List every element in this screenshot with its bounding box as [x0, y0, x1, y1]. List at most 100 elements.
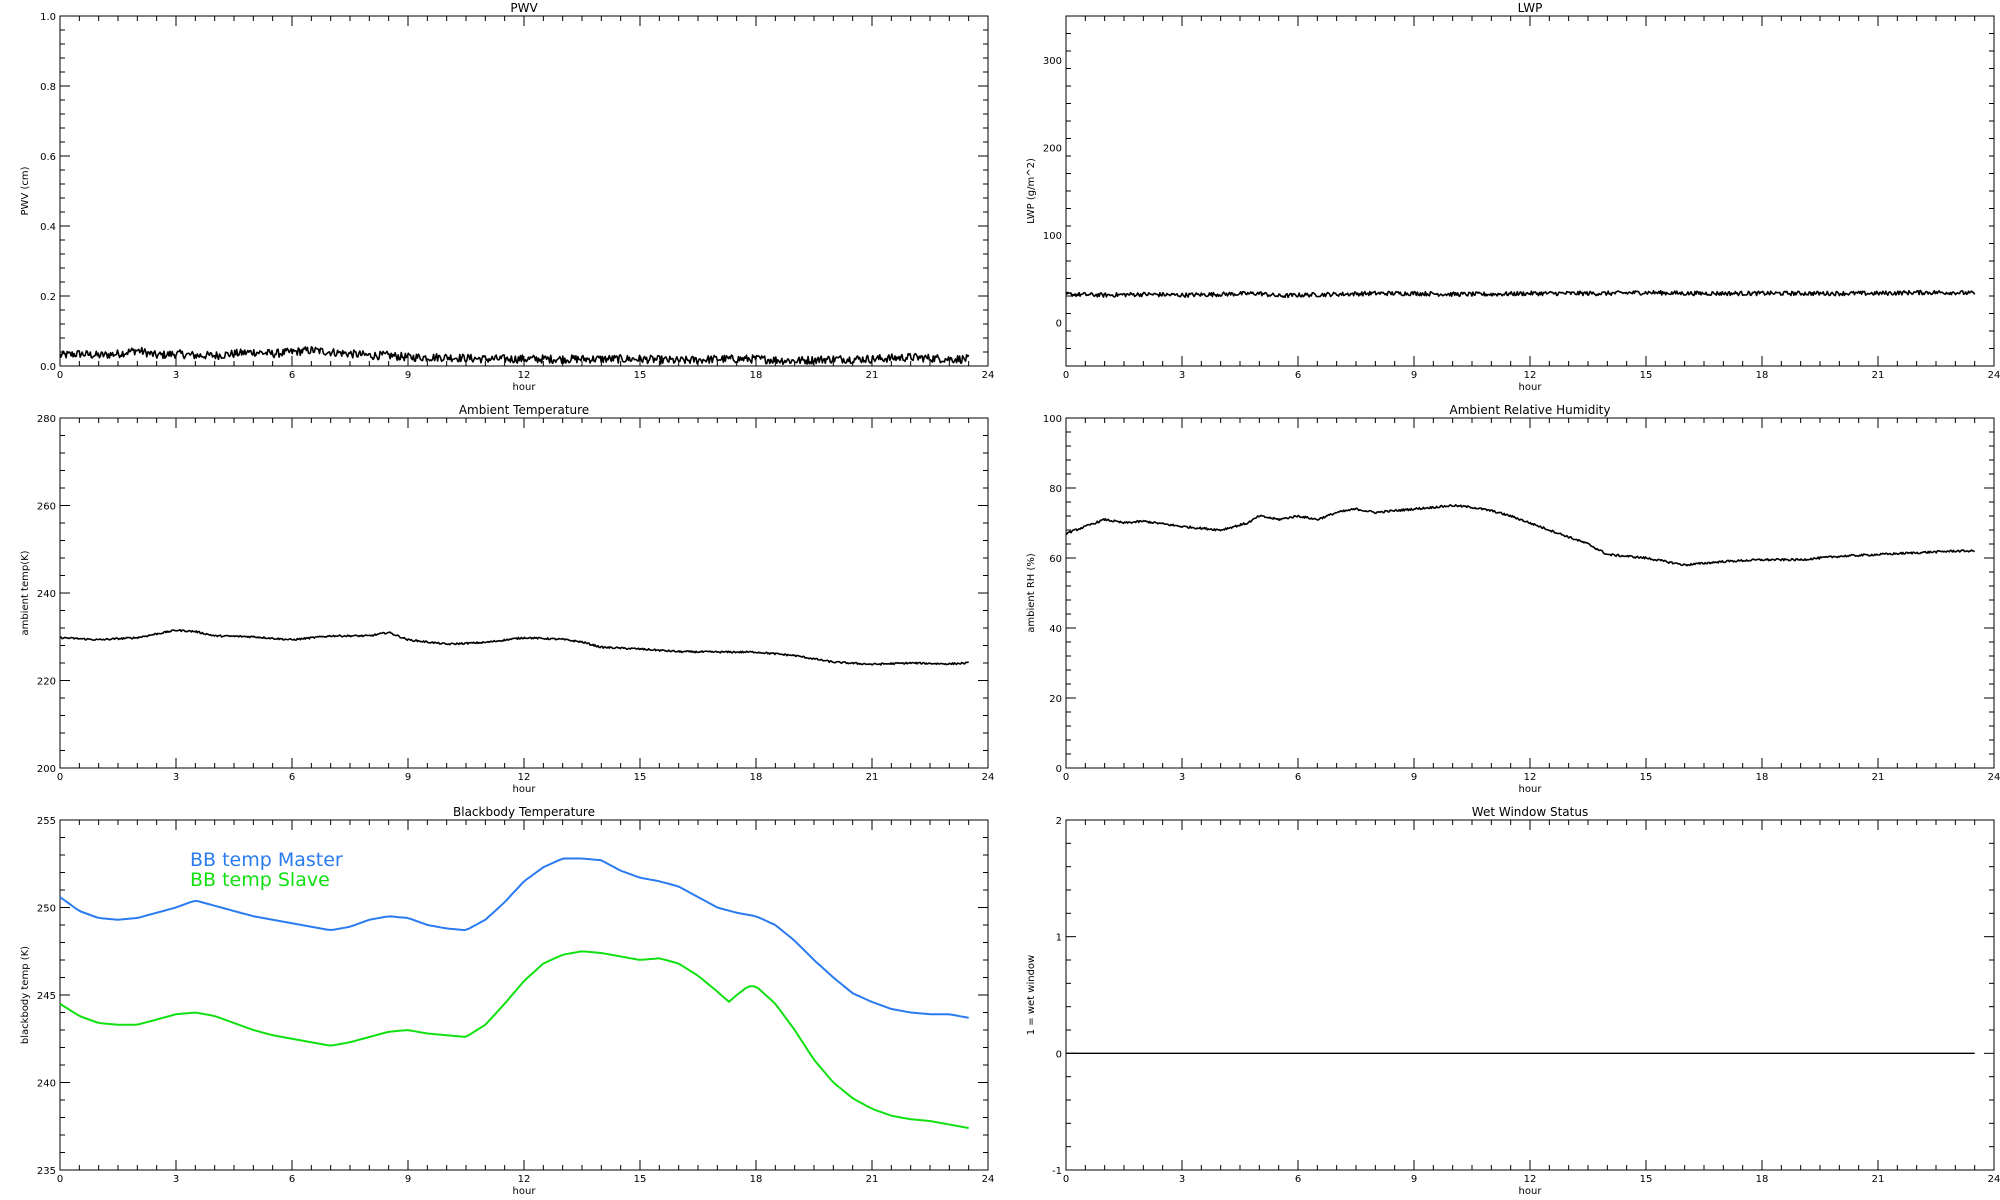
y-tick-label: 235: [37, 1166, 56, 1177]
y-tick-label: 1.0: [40, 12, 56, 23]
x-tick-label: 24: [982, 370, 995, 381]
x-tick-label: 21: [1872, 370, 1885, 381]
plot-frame: [1065, 417, 1995, 769]
x-tick-label: 9: [1411, 1174, 1417, 1185]
x-tick-label: 3: [173, 1174, 179, 1185]
chart-title: Wet Window Status: [1472, 805, 1588, 819]
y-tick-label: 40: [1049, 624, 1062, 635]
x-tick-label: 24: [1988, 370, 2000, 381]
x-tick-label: 21: [866, 1174, 879, 1185]
x-axis-label: hour: [513, 784, 537, 795]
x-axis-label: hour: [513, 1186, 537, 1197]
y-tick-label: 2: [1056, 816, 1062, 827]
y-tick-label: 1: [1056, 933, 1062, 944]
y-axis-label: ambient temp(K): [20, 550, 31, 635]
y-tick-label: 0: [1056, 1049, 1062, 1060]
x-tick-label: 12: [1524, 772, 1537, 783]
y-tick-label: 0: [1056, 764, 1062, 775]
chart-title: LWP: [1518, 1, 1543, 15]
x-tick-label: 15: [1640, 1174, 1653, 1185]
y-axis-label: PWV (cm): [20, 166, 31, 215]
x-tick-label: 3: [173, 370, 179, 381]
x-tick-label: 18: [1756, 772, 1769, 783]
x-axis-label: hour: [1519, 1186, 1543, 1197]
x-tick-label: 18: [750, 370, 763, 381]
chart-panel-3: Ambient Relative Humidity 0 3 6 9 12 15 18 21 24 h…: [1026, 403, 2000, 795]
x-tick-label: 12: [1524, 370, 1537, 381]
x-tick-label: 12: [1524, 1174, 1537, 1185]
x-tick-label: 24: [1988, 1174, 2000, 1185]
y-axis-label: LWP (g/m^2): [1026, 158, 1037, 224]
x-tick-label: 15: [634, 772, 647, 783]
y-tick-label: 100: [1043, 414, 1062, 425]
x-tick-label: 15: [1640, 772, 1653, 783]
y-tick-label: 200: [37, 764, 56, 775]
x-tick-label: 6: [289, 370, 295, 381]
y-tick-label: 0.8: [40, 82, 56, 93]
plot-frame: [1065, 15, 1995, 367]
x-tick-label: 0: [1063, 1174, 1069, 1185]
x-tick-label: 0: [1063, 370, 1069, 381]
y-axis-label: ambient RH (%): [1026, 553, 1037, 633]
y-tick-label: 0.2: [40, 292, 56, 303]
y-tick-label: 100: [1043, 231, 1062, 242]
x-tick-label: 12: [518, 1174, 531, 1185]
y-tick-label: 200: [1043, 143, 1062, 154]
y-tick-label: 255: [37, 816, 56, 827]
x-tick-label: 9: [405, 1174, 411, 1185]
x-tick-label: 3: [1179, 772, 1185, 783]
x-tick-label: 6: [1295, 1174, 1301, 1185]
series-line-bb-temp-master: [59, 857, 969, 1019]
x-tick-label: 0: [57, 370, 63, 381]
x-tick-label: 3: [173, 772, 179, 783]
series-line: [1065, 503, 1976, 567]
legend-entry: BB temp Slave: [190, 869, 330, 891]
x-axis-label: hour: [513, 382, 537, 393]
x-tick-label: 0: [1063, 772, 1069, 783]
x-tick-label: 24: [1988, 772, 2000, 783]
legend-entry: BB temp Master: [190, 849, 343, 871]
y-tick-label: 260: [37, 502, 56, 513]
chart-title: Ambient Temperature: [459, 403, 589, 417]
x-tick-label: 6: [289, 772, 295, 783]
x-tick-label: 21: [866, 772, 879, 783]
x-tick-label: 18: [750, 1174, 763, 1185]
series-line: [59, 628, 969, 666]
plot-frame: [1065, 819, 1995, 1171]
chart-title: Ambient Relative Humidity: [1450, 403, 1611, 417]
x-tick-label: 9: [405, 772, 411, 783]
y-tick-label: 240: [37, 1079, 56, 1090]
y-tick-label: 220: [37, 677, 56, 688]
x-tick-label: 24: [982, 772, 995, 783]
x-tick-label: 9: [1411, 772, 1417, 783]
x-tick-label: 15: [1640, 370, 1653, 381]
y-tick-label: 80: [1049, 484, 1062, 495]
x-tick-label: 21: [1872, 772, 1885, 783]
x-tick-label: 21: [866, 370, 879, 381]
x-tick-label: 9: [1411, 370, 1417, 381]
y-axis-label: 1 = wet window: [1026, 955, 1037, 1035]
x-tick-label: 6: [289, 1174, 295, 1185]
plot-frame: [59, 417, 989, 769]
x-tick-label: 12: [518, 772, 531, 783]
series-line: [1065, 289, 1976, 299]
y-axis-label: blackbody temp (K): [20, 946, 31, 1044]
x-tick-label: 15: [634, 370, 647, 381]
chart-panel-0: PWV 0 3 6 9 12 15 18 21 24 hour 0.0 0.2 0.4 0.6 0.8 1.0 P…: [20, 1, 994, 393]
chart-title: Blackbody Temperature: [453, 805, 595, 819]
y-tick-label: 0: [1056, 318, 1062, 329]
series-line: [59, 345, 970, 366]
y-tick-label: 245: [37, 991, 56, 1002]
y-tick-label: 240: [37, 589, 56, 600]
plot-frame: [59, 15, 989, 367]
x-tick-label: 15: [634, 1174, 647, 1185]
x-tick-label: 6: [1295, 772, 1301, 783]
x-tick-label: 6: [1295, 370, 1301, 381]
x-tick-label: 18: [1756, 1174, 1769, 1185]
x-tick-label: 0: [57, 772, 63, 783]
chart-panel-1: LWP 0 3 6 9 12 15 18 21 24 hour 0 100 200 300 LWP (g/m^…: [1026, 1, 2000, 393]
chart-panel-4: Blackbody Temperature 0 3 6 9 12 15 18 21 24 hour 2…: [20, 805, 994, 1197]
y-tick-label: 0.6: [40, 152, 56, 163]
y-tick-label: 300: [1043, 56, 1062, 67]
